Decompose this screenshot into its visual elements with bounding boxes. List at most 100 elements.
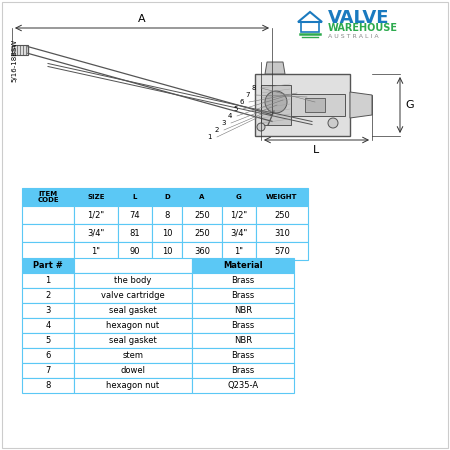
Circle shape — [328, 118, 338, 128]
Bar — [74, 303, 192, 318]
Bar — [74, 318, 192, 333]
Bar — [261, 85, 291, 125]
Bar — [256, 224, 308, 242]
Bar — [22, 348, 74, 363]
Text: L: L — [133, 194, 137, 200]
Text: 250: 250 — [274, 211, 290, 220]
Text: 7: 7 — [246, 92, 250, 98]
Bar — [74, 333, 192, 348]
Text: 310: 310 — [274, 229, 290, 238]
Bar — [22, 378, 74, 393]
Bar — [22, 303, 74, 318]
Text: WEIGHT: WEIGHT — [266, 194, 298, 200]
Text: 90: 90 — [130, 247, 140, 256]
Bar — [152, 242, 182, 260]
Text: 81: 81 — [130, 229, 140, 238]
Text: 1": 1" — [91, 247, 100, 256]
Text: NBR: NBR — [234, 306, 252, 315]
Text: hexagon nut: hexagon nut — [107, 321, 160, 330]
Text: 1/2": 1/2" — [87, 211, 104, 220]
Text: hexagon nut: hexagon nut — [107, 381, 160, 390]
Polygon shape — [265, 62, 285, 74]
Text: NBR: NBR — [234, 336, 252, 345]
Bar — [22, 224, 74, 242]
Text: 360: 360 — [194, 247, 210, 256]
Bar — [192, 288, 294, 303]
Text: A: A — [138, 14, 146, 24]
Bar — [152, 188, 182, 206]
Text: 74: 74 — [130, 211, 140, 220]
Text: 10: 10 — [162, 229, 172, 238]
Bar — [74, 348, 192, 363]
Text: Q235-A: Q235-A — [227, 381, 259, 390]
Text: 8: 8 — [164, 211, 170, 220]
Bar — [74, 206, 118, 224]
Text: A U S T R A L I A: A U S T R A L I A — [328, 33, 378, 39]
Bar — [74, 242, 118, 260]
Bar — [182, 188, 222, 206]
Bar — [222, 188, 256, 206]
Bar — [22, 242, 74, 260]
Text: 5: 5 — [45, 336, 50, 345]
Bar — [22, 333, 74, 348]
Bar — [182, 206, 222, 224]
Text: 1: 1 — [207, 134, 212, 140]
Bar — [74, 258, 192, 273]
Bar — [12, 45, 28, 55]
Bar — [152, 206, 182, 224]
Bar — [118, 224, 152, 242]
Bar — [256, 206, 308, 224]
Bar — [192, 303, 294, 318]
Text: 10: 10 — [162, 247, 172, 256]
Text: 6: 6 — [45, 351, 51, 360]
Text: 3/4": 3/4" — [230, 229, 248, 238]
Bar — [22, 188, 74, 206]
Text: 4: 4 — [45, 321, 50, 330]
Text: 570: 570 — [274, 247, 290, 256]
Text: 1": 1" — [234, 247, 243, 256]
Bar — [22, 288, 74, 303]
Circle shape — [265, 91, 287, 113]
Bar — [192, 348, 294, 363]
Text: 4: 4 — [228, 113, 232, 119]
Bar — [118, 206, 152, 224]
Text: 250: 250 — [194, 229, 210, 238]
Bar — [118, 242, 152, 260]
Text: Brass: Brass — [231, 321, 255, 330]
Text: G: G — [236, 194, 242, 200]
Text: 6: 6 — [239, 99, 244, 105]
Bar — [301, 22, 319, 32]
Bar — [192, 258, 294, 273]
Bar — [74, 288, 192, 303]
Bar — [74, 363, 192, 378]
Text: SIZE: SIZE — [87, 194, 105, 200]
Bar — [192, 363, 294, 378]
Text: 3: 3 — [221, 120, 226, 126]
Text: 5: 5 — [234, 106, 238, 112]
Bar — [192, 273, 294, 288]
Bar — [22, 206, 74, 224]
Bar — [22, 363, 74, 378]
Text: the body: the body — [114, 276, 152, 285]
Bar — [74, 188, 118, 206]
Bar — [74, 378, 192, 393]
Text: D: D — [164, 194, 170, 200]
Text: 3/4": 3/4" — [87, 229, 104, 238]
Text: 1: 1 — [45, 276, 50, 285]
Bar — [22, 258, 74, 273]
Text: 8: 8 — [252, 85, 256, 91]
Text: Part #: Part # — [33, 261, 63, 270]
Bar — [222, 206, 256, 224]
Text: 7: 7 — [45, 366, 51, 375]
Circle shape — [257, 123, 265, 131]
Bar — [222, 242, 256, 260]
Text: seal gasket: seal gasket — [109, 306, 157, 315]
Text: dowel: dowel — [121, 366, 145, 375]
Bar — [305, 98, 325, 112]
Text: Brass: Brass — [231, 351, 255, 360]
Text: A: A — [199, 194, 205, 200]
Bar — [74, 224, 118, 242]
Text: 8: 8 — [45, 381, 51, 390]
Text: L: L — [313, 145, 320, 155]
Bar — [192, 378, 294, 393]
